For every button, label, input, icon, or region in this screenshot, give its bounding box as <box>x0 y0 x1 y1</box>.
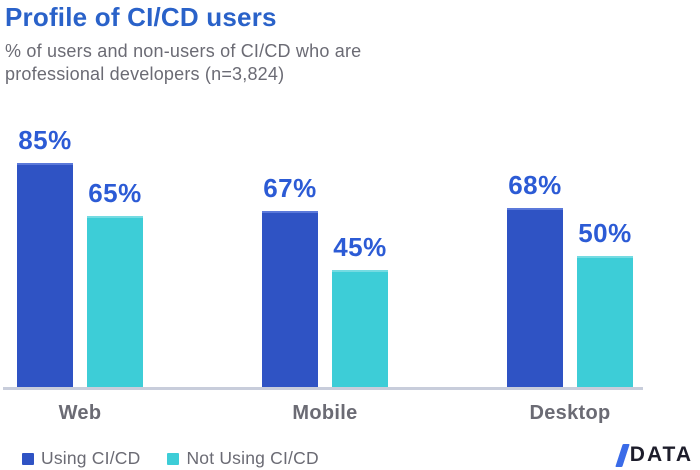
bar-column: 65% <box>87 178 143 390</box>
category-label-web: Web <box>58 402 102 424</box>
bar-web-using-cicd <box>17 163 73 390</box>
x-axis-line <box>3 387 643 390</box>
bar-column: 68% <box>507 170 563 390</box>
chart-subtitle-line1: % of users and non-users of CI/CD who ar… <box>5 41 362 61</box>
bar-value-label-web-using: 85% <box>18 125 72 155</box>
category-label-mobile: Mobile <box>292 402 358 424</box>
category-label-desktop: Desktop <box>529 402 611 424</box>
bar-column: 50% <box>577 218 633 390</box>
bar-value-label-web-not-using: 65% <box>88 178 142 208</box>
chart-subtitle-line2: professional developers (n=3,824) <box>5 64 285 84</box>
bar-value-label-desktop-not-using: 50% <box>578 218 632 248</box>
bar-group-web: 85% 65% <box>17 125 143 390</box>
bar-group-mobile: 67% 45% <box>262 173 388 390</box>
bar-mobile-using-cicd <box>262 211 318 390</box>
legend-label: Not Using CI/CD <box>186 448 319 468</box>
bar-value-label-mobile-not-using: 45% <box>333 232 387 262</box>
legend-item-using-cicd: Using CI/CD <box>22 448 140 469</box>
bar-value-label-desktop-using: 68% <box>508 170 562 200</box>
plot-area: 68% 50% 67% 45% 85% 65% <box>0 122 700 390</box>
bar-desktop-not-using-cicd <box>577 256 633 390</box>
page-title: Profile of CI/CD users <box>5 2 277 32</box>
bar-column: 67% <box>262 173 318 390</box>
logo-text: DATA <box>629 443 693 466</box>
legend-swatch-icon <box>167 452 180 465</box>
chart-subtitle: % of users and non-users of CI/CD who ar… <box>5 40 361 86</box>
bar-mobile-not-using-cicd <box>332 270 388 390</box>
category-row: Web Mobile Desktop <box>0 402 700 430</box>
bar-column: 45% <box>332 232 388 390</box>
bar-value-label-mobile-using: 67% <box>263 173 317 203</box>
legend-label: Using CI/CD <box>41 448 141 468</box>
bar-web-not-using-cicd <box>87 216 143 390</box>
bar-group-desktop: 68% 50% <box>507 170 633 390</box>
legend-item-not-using-cicd: Not Using CI/CD <box>167 448 319 469</box>
slashdata-logo: DATA <box>615 443 693 467</box>
chart-legend: Using CI/CD Not Using CI/CD <box>22 448 319 469</box>
bar-column: 85% <box>17 125 73 390</box>
bar-desktop-using-cicd <box>507 208 563 390</box>
logo-slash-icon <box>615 443 630 467</box>
legend-swatch-icon <box>22 452 34 465</box>
